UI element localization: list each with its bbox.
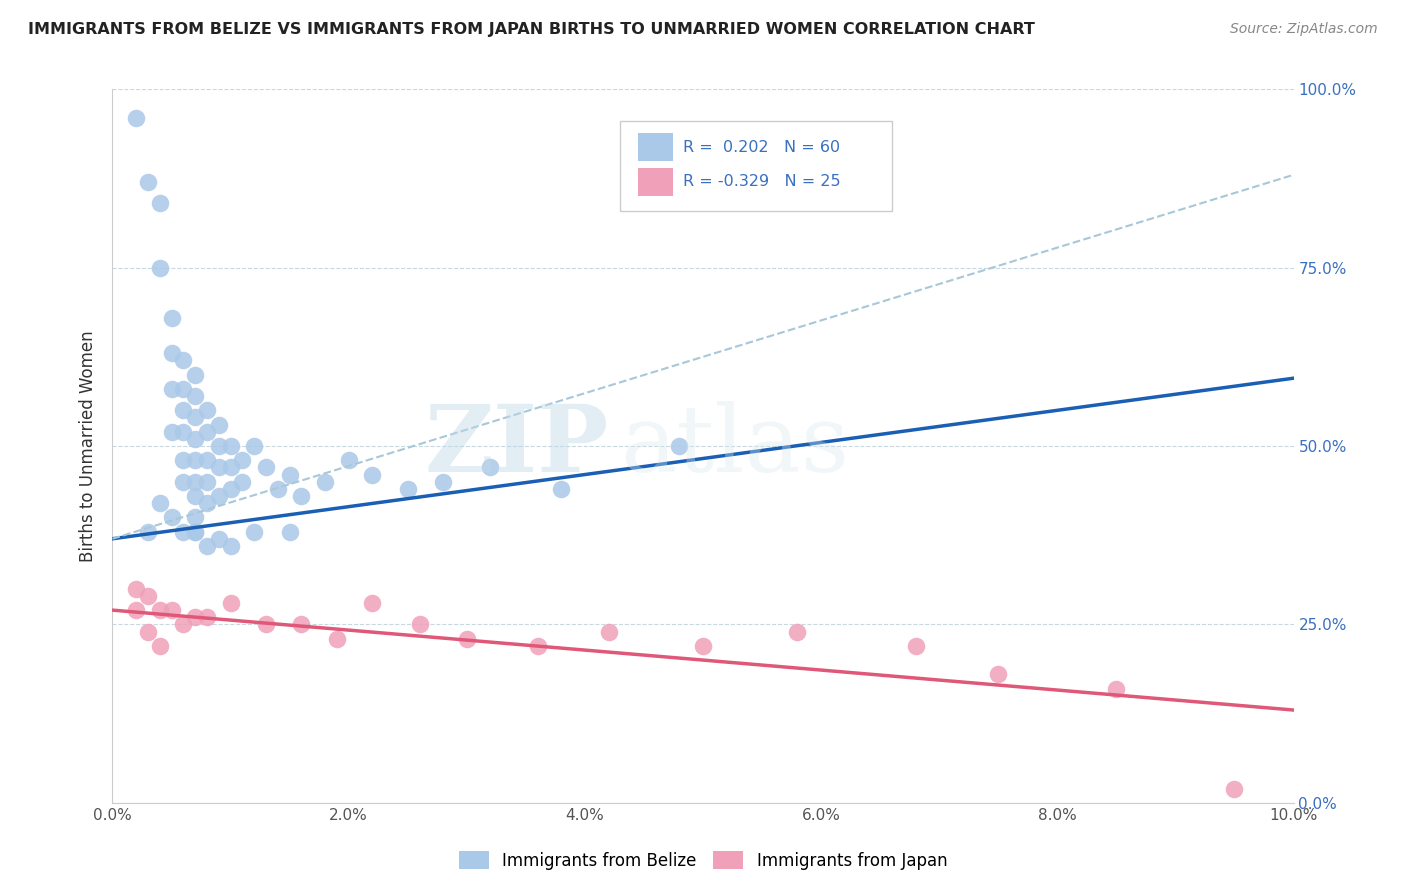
Point (208, 532, 231, 546)
Point (184, 432, 207, 446)
Point (231, 453, 253, 467)
Point (195, 610, 218, 624)
Point (219, 460, 242, 475)
Bar (638, 169, 673, 195)
Point (125, 603, 148, 617)
Point (160, 310, 183, 325)
FancyBboxPatch shape (620, 121, 891, 211)
Point (361, 596, 384, 610)
Y-axis label: Births to Unmarried Women: Births to Unmarried Women (79, 330, 97, 562)
Point (172, 353, 194, 368)
Point (208, 417, 231, 432)
Point (278, 524, 301, 539)
Point (526, 639, 548, 653)
Point (184, 524, 207, 539)
Point (479, 460, 502, 475)
Point (987, 667, 1010, 681)
Point (172, 453, 194, 467)
Point (160, 382, 183, 396)
Point (231, 475, 253, 489)
Text: R = -0.329   N = 25: R = -0.329 N = 25 (683, 175, 841, 189)
Point (254, 617, 277, 632)
Point (208, 439, 231, 453)
Point (396, 482, 419, 496)
Point (136, 589, 159, 603)
Point (125, 111, 148, 125)
Text: R =  0.202   N = 60: R = 0.202 N = 60 (683, 139, 839, 154)
Point (160, 425, 183, 439)
Point (184, 389, 207, 403)
Point (456, 632, 478, 646)
Point (786, 624, 808, 639)
Point (184, 610, 207, 624)
Point (172, 403, 194, 417)
Point (243, 439, 266, 453)
Text: atlas: atlas (620, 401, 849, 491)
Point (136, 175, 159, 189)
Point (149, 496, 172, 510)
Point (125, 582, 148, 596)
Point (149, 260, 172, 275)
Point (195, 425, 218, 439)
Point (149, 603, 172, 617)
Point (195, 453, 218, 467)
Point (267, 482, 290, 496)
Point (184, 453, 207, 467)
Point (598, 624, 620, 639)
Point (692, 639, 714, 653)
Point (136, 524, 159, 539)
Point (550, 482, 572, 496)
Point (314, 475, 336, 489)
Point (184, 368, 207, 382)
Point (160, 510, 183, 524)
Point (408, 617, 430, 632)
Point (432, 475, 454, 489)
Point (195, 475, 218, 489)
Point (184, 410, 207, 425)
Point (195, 539, 218, 553)
Point (290, 489, 312, 503)
Point (904, 639, 927, 653)
Point (219, 539, 242, 553)
Point (172, 382, 194, 396)
Point (184, 524, 207, 539)
Point (1105, 681, 1128, 696)
Point (172, 425, 194, 439)
Point (172, 475, 194, 489)
Point (361, 467, 384, 482)
Point (243, 524, 266, 539)
Point (172, 524, 194, 539)
Point (184, 489, 207, 503)
Point (219, 596, 242, 610)
Point (219, 439, 242, 453)
Point (278, 467, 301, 482)
Point (337, 453, 360, 467)
Point (326, 632, 349, 646)
Point (195, 403, 218, 417)
Text: Source: ZipAtlas.com: Source: ZipAtlas.com (1230, 22, 1378, 37)
Point (184, 475, 207, 489)
Text: IMMIGRANTS FROM BELIZE VS IMMIGRANTS FROM JAPAN BIRTHS TO UNMARRIED WOMEN CORREL: IMMIGRANTS FROM BELIZE VS IMMIGRANTS FRO… (28, 22, 1035, 37)
Point (668, 439, 690, 453)
Point (149, 639, 172, 653)
Text: ZIP: ZIP (425, 401, 609, 491)
Point (160, 346, 183, 360)
Point (149, 196, 172, 211)
Point (208, 460, 231, 475)
Point (1223, 781, 1246, 796)
Legend: Immigrants from Belize, Immigrants from Japan: Immigrants from Belize, Immigrants from … (453, 845, 953, 877)
Point (184, 510, 207, 524)
Bar (638, 134, 673, 161)
Point (254, 460, 277, 475)
Point (172, 617, 194, 632)
Point (160, 603, 183, 617)
Point (290, 617, 312, 632)
Point (219, 482, 242, 496)
Point (208, 489, 231, 503)
Point (195, 496, 218, 510)
Point (136, 624, 159, 639)
